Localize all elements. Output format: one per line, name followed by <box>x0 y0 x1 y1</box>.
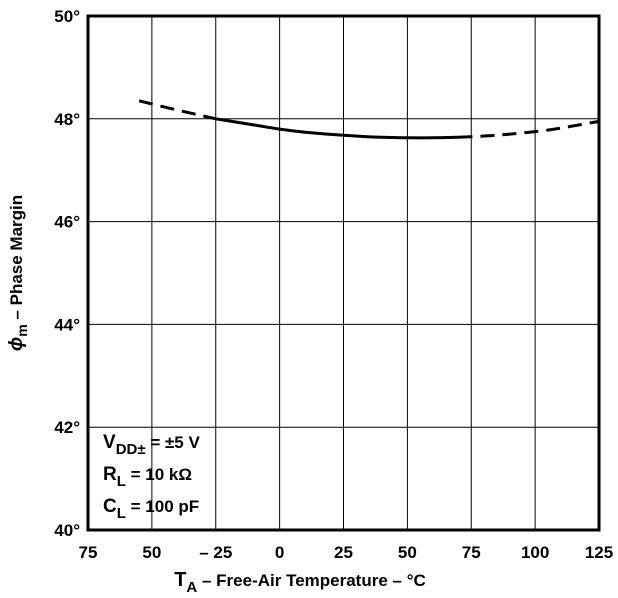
y-tick-labels: 40° 42° 44° 46° 48° 50° <box>54 7 80 540</box>
series-line-dashed <box>458 119 600 139</box>
x-axis-label-main: T <box>174 569 186 591</box>
y-axis-label: ϕm – Phase Margin <box>6 195 30 351</box>
condition-line: CL = 100 pF <box>103 496 199 522</box>
x-tick-label: 25 <box>334 543 353 562</box>
y-axis-label-symbol: ϕ <box>6 337 27 351</box>
x-tick-label: – 25 <box>199 543 232 562</box>
condition-line: VDD± = ±5 V <box>103 432 200 458</box>
x-tick-label: 50 <box>398 543 417 562</box>
x-tick-label: 100 <box>521 543 549 562</box>
series-line-solid <box>215 117 459 140</box>
grid <box>88 16 599 530</box>
x-axis-label-rest: – Free-Air Temperature – °C <box>197 571 426 590</box>
plot-frame <box>86 14 601 532</box>
y-tick-label: 40° <box>54 521 80 540</box>
x-tick-label: 125 <box>585 543 613 562</box>
x-axis-label-sub: A <box>186 579 197 596</box>
y-tick-label: 44° <box>54 315 80 334</box>
x-tick-label: 0 <box>275 543 284 562</box>
y-tick-label: 50° <box>54 7 80 26</box>
y-axis-label-sub: m <box>14 324 30 336</box>
x-tick-label: 50 <box>142 543 161 562</box>
x-tick-label: 75 <box>462 543 481 562</box>
y-tick-label: 42° <box>54 418 80 437</box>
conditions-annotation: VDD± = ±5 V RL = 10 kΩ CL = 100 pF <box>103 432 200 522</box>
x-tick-label: 75 <box>79 543 98 562</box>
condition-line: RL = 10 kΩ <box>103 464 192 490</box>
y-tick-label: 46° <box>54 213 80 232</box>
series-line-dashed <box>138 99 217 121</box>
y-tick-label: 48° <box>54 110 80 129</box>
y-axis-label-rest: – Phase Margin <box>7 195 26 324</box>
series-group <box>138 99 600 140</box>
x-tick-labels: 75 50 – 25 0 25 50 75 100 125 <box>79 543 614 562</box>
x-axis-label: TA – Free-Air Temperature – °C <box>174 569 426 596</box>
